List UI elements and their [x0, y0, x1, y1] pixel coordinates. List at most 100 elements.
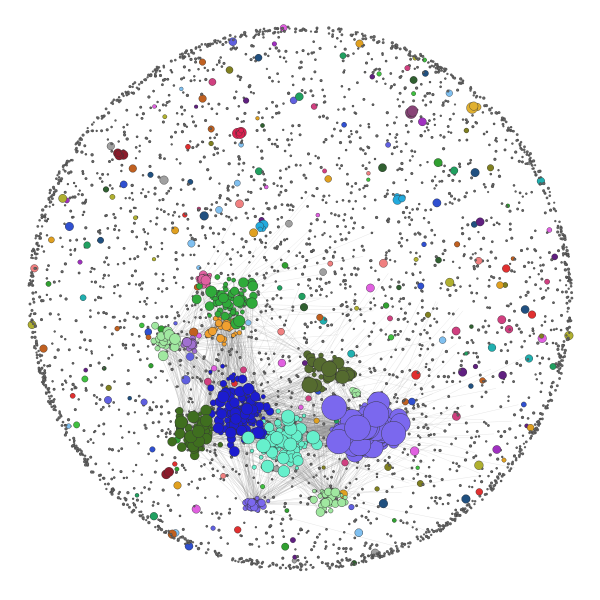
graph-edge — [253, 231, 375, 284]
graph-edge — [233, 308, 366, 311]
peripheral-node — [344, 225, 347, 228]
peripheral-node — [527, 261, 530, 264]
peripheral-node — [419, 436, 422, 439]
peripheral-node — [105, 256, 109, 260]
graph-edge — [299, 335, 368, 435]
peripheral-node — [167, 213, 170, 216]
peripheral-node — [266, 357, 270, 361]
peripheral-node — [277, 36, 280, 39]
peripheral-node — [509, 340, 513, 344]
peripheral-node — [490, 470, 493, 473]
graph-edge — [182, 331, 263, 425]
peripheral-node — [307, 152, 310, 156]
peripheral-node — [413, 150, 417, 153]
peripheral-node — [213, 262, 217, 265]
peripheral-node — [432, 307, 435, 310]
peripheral-node — [463, 245, 466, 248]
peripheral-node — [238, 473, 241, 476]
peripheral-node — [324, 175, 332, 183]
peripheral-node — [283, 238, 287, 242]
peripheral-node — [521, 434, 525, 437]
graph-edge — [210, 324, 267, 373]
peripheral-node — [99, 296, 103, 300]
peripheral-node — [108, 345, 111, 349]
peripheral-node — [389, 87, 392, 90]
peripheral-node — [284, 49, 288, 53]
peripheral-node — [424, 208, 427, 212]
peripheral-node — [260, 156, 264, 160]
peripheral-node — [102, 273, 106, 277]
graph-edge — [197, 443, 321, 497]
graph-edge — [194, 315, 210, 352]
peripheral-node — [298, 133, 302, 137]
peripheral-node — [339, 233, 342, 236]
graph-edge — [209, 223, 271, 276]
peripheral-node — [439, 134, 442, 137]
peripheral-node — [145, 243, 148, 246]
peripheral-node — [504, 343, 507, 346]
peripheral-node — [170, 305, 173, 308]
graph-edge — [236, 313, 272, 442]
peripheral-node — [451, 380, 455, 383]
peripheral-node — [361, 226, 365, 229]
peripheral-node — [372, 321, 376, 325]
peripheral-node — [308, 242, 312, 246]
peripheral-node — [134, 157, 138, 160]
peripheral-node — [81, 172, 85, 175]
peripheral-node — [89, 455, 93, 459]
peripheral-node — [394, 136, 397, 139]
graph-edge — [218, 428, 251, 505]
peripheral-node — [155, 459, 158, 462]
peripheral-node — [121, 436, 124, 439]
peripheral-node — [528, 334, 532, 337]
peripheral-node — [83, 338, 87, 342]
peripheral-node — [354, 293, 357, 296]
graph-edge — [385, 355, 528, 426]
peripheral-node — [401, 347, 405, 351]
peripheral-node — [181, 178, 185, 182]
peripheral-node — [400, 370, 404, 374]
peripheral-node — [228, 507, 231, 511]
peripheral-node — [454, 437, 457, 440]
peripheral-node — [546, 287, 550, 290]
peripheral-node — [504, 361, 508, 365]
peripheral-node — [370, 543, 374, 546]
graph-edge — [192, 329, 292, 343]
graph-edge — [228, 378, 305, 416]
peripheral-node — [415, 465, 420, 470]
peripheral-node — [470, 291, 474, 295]
peripheral-node — [340, 267, 344, 271]
peripheral-node — [136, 255, 140, 258]
peripheral-node — [307, 52, 310, 56]
peripheral-node — [439, 287, 442, 290]
graph-edge — [243, 256, 282, 283]
peripheral-node — [69, 393, 76, 399]
peripheral-node — [248, 261, 251, 264]
peripheral-node — [225, 107, 229, 110]
peripheral-node — [395, 400, 399, 404]
peripheral-node — [294, 469, 298, 473]
peripheral-node — [524, 294, 528, 297]
peripheral-node — [80, 193, 84, 197]
peripheral-node — [95, 129, 98, 132]
peripheral-node — [455, 411, 459, 414]
peripheral-node — [140, 192, 143, 195]
graph-edge — [251, 287, 300, 408]
peripheral-node — [314, 320, 317, 323]
peripheral-node — [279, 169, 282, 172]
peripheral-node — [484, 185, 487, 189]
peripheral-node — [556, 344, 560, 348]
peripheral-node — [162, 273, 165, 276]
peripheral-node — [361, 164, 365, 167]
peripheral-node — [385, 382, 388, 386]
peripheral-node — [384, 463, 392, 471]
peripheral-node — [165, 192, 169, 195]
peripheral-node — [56, 348, 60, 352]
peripheral-node — [322, 436, 326, 440]
graph-edge — [322, 273, 389, 367]
peripheral-node — [203, 463, 206, 466]
peripheral-node — [132, 487, 136, 490]
graph-edge — [265, 324, 329, 411]
peripheral-node — [117, 140, 120, 143]
peripheral-node — [262, 36, 265, 39]
